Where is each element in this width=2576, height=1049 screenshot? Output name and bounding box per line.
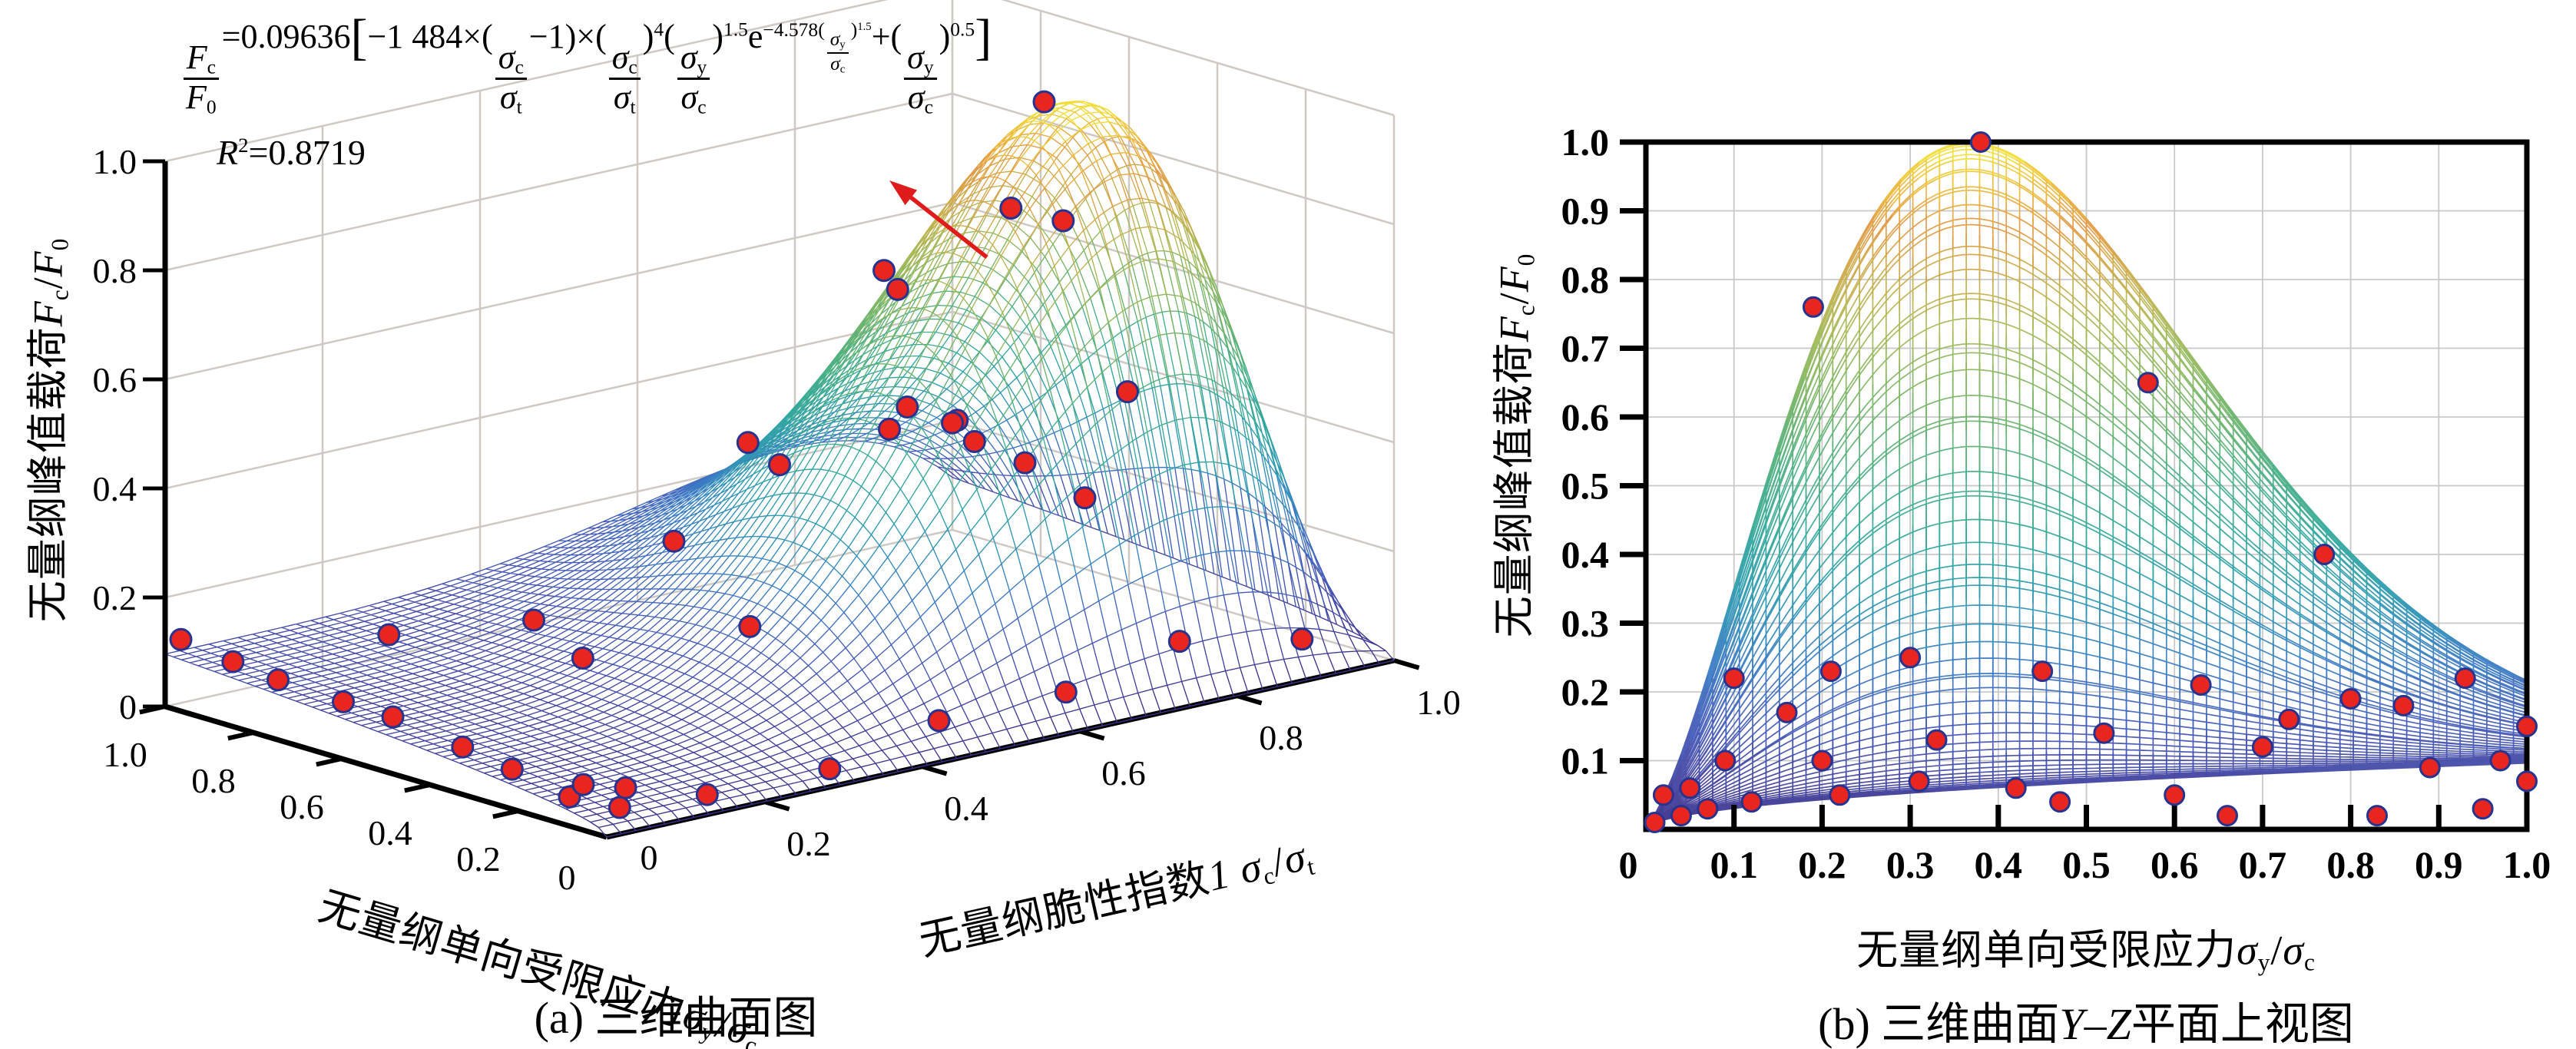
panel-b-x-axis-title: 无量纲单向受限应力σy/σc bbox=[1856, 927, 2316, 976]
panel-b-tick-labels: 0 0.1 0.2 0.3 0.4 0.5 0.6 0.7 0.8 0.9 1.0 1.0 0.9 0.8… bbox=[1561, 121, 2551, 886]
svg-text:0.4: 0.4 bbox=[368, 813, 412, 852]
svg-text:0.2: 0.2 bbox=[1798, 843, 1846, 886]
panel-b-y-axis-title: 无量纲峰值载荷Fc/F0 bbox=[1491, 253, 1540, 638]
svg-text:0.8: 0.8 bbox=[93, 251, 137, 290]
panel-b-caption: (b) 三维曲面Y–Z平面上视图 bbox=[1818, 999, 2354, 1049]
svg-text:0.2: 0.2 bbox=[1561, 670, 1610, 713]
svg-text:0: 0 bbox=[119, 687, 137, 726]
svg-text:0.8: 0.8 bbox=[2326, 843, 2375, 886]
svg-text:0.7: 0.7 bbox=[2239, 843, 2287, 886]
svg-text:0: 0 bbox=[1619, 843, 1638, 886]
fit-equation: Fc F0 =0.09636[−1 484×(σc σt −1)×(σc σt)4(σy σ… bbox=[180, 12, 992, 118]
svg-text:0.7: 0.7 bbox=[1561, 327, 1610, 370]
svg-text:1.0: 1.0 bbox=[1416, 683, 1461, 722]
svg-text:0.6: 0.6 bbox=[93, 360, 137, 399]
panel-b-scatter-points bbox=[1644, 131, 2538, 833]
panel-a-tick-labels: 0 0.2 0.4 0.6 0.8 1.0 0 0.2 0.4 0.6 0.8 1.0 0 0.2 0.4 0… bbox=[93, 142, 1461, 897]
svg-text:0.9: 0.9 bbox=[2415, 843, 2463, 886]
svg-text:0.1: 0.1 bbox=[1561, 740, 1610, 783]
svg-text:0.4: 0.4 bbox=[1975, 843, 2023, 886]
svg-text:0.3: 0.3 bbox=[1561, 602, 1610, 645]
svg-text:0.9: 0.9 bbox=[1561, 190, 1610, 233]
r-squared-label: R2=0.8719 bbox=[217, 133, 366, 172]
formula-pointer-arrow-icon bbox=[889, 180, 988, 260]
panel-b-surface-curves bbox=[1645, 141, 2528, 830]
panel-a-z-axis-title: 无量纲峰值载荷Fc/F0 bbox=[25, 237, 74, 623]
panel-b-axes-box bbox=[1620, 139, 2530, 832]
svg-text:0.8: 0.8 bbox=[191, 761, 236, 800]
svg-text:1.0: 1.0 bbox=[2503, 843, 2551, 886]
svg-text:1.0: 1.0 bbox=[103, 735, 147, 774]
panel-a-bottom-axes bbox=[139, 657, 1420, 840]
svg-text:0.4: 0.4 bbox=[944, 789, 988, 828]
svg-text:0.6: 0.6 bbox=[2151, 843, 2199, 886]
svg-text:0.8: 0.8 bbox=[1259, 718, 1303, 757]
svg-text:0.2: 0.2 bbox=[456, 839, 501, 879]
svg-text:1.0: 1.0 bbox=[1561, 121, 1610, 164]
panel-a-scatter-points bbox=[169, 90, 1314, 819]
panel-a-caption: (a) 三维曲面图 bbox=[534, 993, 818, 1043]
svg-text:0: 0 bbox=[558, 858, 576, 897]
svg-text:0.4: 0.4 bbox=[1561, 533, 1610, 576]
svg-text:0: 0 bbox=[641, 838, 658, 877]
svg-text:0.6: 0.6 bbox=[280, 787, 324, 826]
svg-text:0.5: 0.5 bbox=[2062, 843, 2111, 886]
svg-text:0.2: 0.2 bbox=[786, 824, 831, 863]
svg-text:0.1: 0.1 bbox=[1710, 843, 1758, 886]
svg-text:0.2: 0.2 bbox=[93, 578, 137, 617]
svg-text:0.5: 0.5 bbox=[1561, 465, 1610, 508]
svg-text:0.6: 0.6 bbox=[1101, 753, 1146, 793]
svg-text:0.6: 0.6 bbox=[1561, 395, 1610, 438]
svg-text:0.8: 0.8 bbox=[1561, 258, 1610, 301]
svg-text:0.3: 0.3 bbox=[1886, 843, 1935, 886]
panel-a-z-axis bbox=[143, 159, 168, 709]
svg-text:1.0: 1.0 bbox=[93, 142, 137, 181]
svg-text:0.4: 0.4 bbox=[93, 469, 137, 508]
